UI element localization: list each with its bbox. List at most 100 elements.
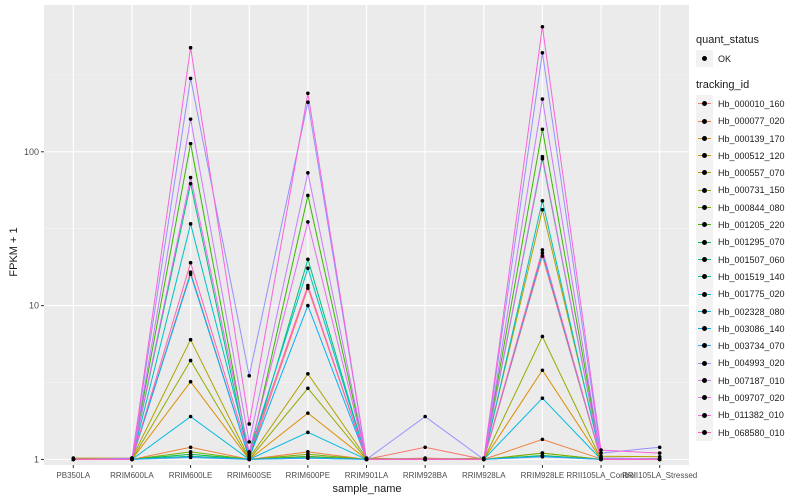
data-point bbox=[188, 45, 193, 50]
data-point bbox=[188, 141, 193, 146]
data-point bbox=[540, 199, 545, 203]
x-tick-label: RRIM600PE bbox=[286, 471, 330, 480]
shape-legend-label: OK bbox=[718, 53, 732, 64]
data-point bbox=[130, 457, 134, 462]
x-tick-label: RRIM600LE bbox=[169, 471, 213, 480]
legend-label: Hb_001205_220 bbox=[718, 220, 785, 231]
x-tick-label: RRIM928LA bbox=[462, 471, 506, 480]
shape-legend-item: OK bbox=[696, 50, 796, 68]
legend-label: Hb_001295_070 bbox=[718, 237, 785, 248]
data-point bbox=[188, 117, 193, 121]
data-point bbox=[540, 127, 545, 132]
legend-label: Hb_003734_070 bbox=[718, 341, 785, 352]
legend: quant_status OK tracking_id Hb_000010_16… bbox=[696, 34, 796, 442]
legend-item: Hb_000557_070 bbox=[696, 164, 796, 182]
legend-item: Hb_002328_080 bbox=[696, 302, 796, 321]
x-tick-label: RRIM600SE bbox=[227, 471, 271, 480]
axes: 1 10 100 PB350LA RRIM600LA RRIM600LE RRIM600SE… bbox=[24, 147, 697, 480]
legend-label: Hb_068580_010 bbox=[718, 427, 785, 438]
legend-label: Hb_000731_150 bbox=[718, 185, 785, 196]
legend-label: Hb_001507_060 bbox=[718, 254, 785, 265]
data-point bbox=[540, 51, 545, 55]
legend-label: Hb_001775_020 bbox=[718, 289, 785, 300]
x-tick-label: RRIM600LA bbox=[110, 471, 154, 480]
line-key-icon bbox=[696, 337, 713, 355]
line-key-icon bbox=[696, 423, 713, 442]
line-key-icon bbox=[696, 112, 713, 130]
x-tick-label: RRIM928BA bbox=[403, 471, 448, 480]
data-point bbox=[540, 248, 545, 252]
data-point bbox=[188, 455, 193, 460]
data-point bbox=[306, 257, 310, 262]
legend-item: Hb_000010_160 bbox=[696, 95, 796, 113]
legend-item: Hb_000512_120 bbox=[696, 147, 796, 165]
legend-item: Hb_000077_020 bbox=[696, 112, 796, 130]
legend-item: Hb_000731_150 bbox=[696, 181, 796, 200]
data-point bbox=[364, 457, 369, 462]
line-key-icon bbox=[696, 199, 713, 217]
data-point bbox=[306, 430, 310, 435]
data-point bbox=[188, 181, 193, 186]
data-point bbox=[657, 445, 662, 450]
line-key-icon bbox=[696, 216, 713, 234]
data-point bbox=[540, 451, 545, 455]
data-point bbox=[188, 379, 193, 384]
data-point bbox=[306, 303, 310, 308]
legend-label: Hb_007187_010 bbox=[718, 375, 785, 386]
data-point bbox=[423, 457, 427, 462]
data-point bbox=[306, 193, 310, 198]
legend-item: Hb_001295_070 bbox=[696, 233, 796, 251]
x-tick-label: RRIM928LE bbox=[521, 471, 565, 480]
legend-item: Hb_001507_060 bbox=[696, 250, 796, 269]
data-point bbox=[306, 171, 310, 175]
data-point bbox=[306, 372, 310, 376]
legend-label: Hb_011382_010 bbox=[718, 410, 784, 421]
data-point bbox=[306, 456, 310, 460]
data-point bbox=[71, 457, 76, 462]
data-point bbox=[657, 451, 662, 455]
legend-item: Hb_001205_220 bbox=[696, 216, 796, 234]
legend-label: Hb_000557_070 bbox=[718, 168, 785, 179]
data-point bbox=[481, 457, 486, 462]
data-point bbox=[247, 373, 252, 378]
shape-legend-title: quant_status bbox=[696, 34, 759, 46]
line-key-icon bbox=[696, 354, 713, 373]
color-legend: Hb_000010_160 Hb_000077_020 Hb_000139_170 H… bbox=[696, 95, 796, 442]
data-point bbox=[540, 437, 545, 442]
data-point bbox=[540, 455, 545, 459]
y-tick-label: 10 bbox=[29, 301, 39, 311]
data-point bbox=[540, 254, 545, 258]
x-tick-label: RRII105LA_Control bbox=[566, 471, 636, 480]
data-point bbox=[247, 440, 252, 444]
point-key-icon bbox=[696, 50, 713, 68]
x-tick-label: PB350LA bbox=[56, 471, 90, 480]
line-key-icon bbox=[696, 320, 713, 338]
legend-item: Hb_007187_010 bbox=[696, 372, 796, 390]
data-point bbox=[540, 251, 545, 255]
line-key-icon bbox=[696, 406, 713, 424]
line-key-icon bbox=[696, 147, 713, 165]
legend-label: Hb_000077_020 bbox=[718, 116, 785, 127]
data-points bbox=[71, 24, 662, 462]
data-point bbox=[540, 97, 545, 101]
data-point bbox=[247, 452, 252, 457]
data-point bbox=[188, 414, 193, 419]
legend-label: Hb_000010_160 bbox=[718, 98, 785, 109]
line-key-icon bbox=[696, 181, 713, 200]
legend-item: Hb_068580_010 bbox=[696, 423, 796, 442]
data-point bbox=[657, 457, 662, 462]
data-point bbox=[188, 272, 193, 277]
data-point bbox=[306, 100, 310, 105]
data-point bbox=[599, 448, 603, 452]
data-point bbox=[540, 154, 545, 159]
data-point bbox=[306, 91, 310, 96]
data-point bbox=[306, 452, 310, 457]
legend-label: Hb_001519_140 bbox=[718, 271, 785, 282]
data-point bbox=[540, 334, 545, 339]
data-point bbox=[188, 76, 193, 81]
data-point bbox=[306, 266, 310, 271]
data-point bbox=[540, 207, 545, 212]
line-key-icon bbox=[696, 250, 713, 269]
line-key-icon bbox=[696, 164, 713, 182]
